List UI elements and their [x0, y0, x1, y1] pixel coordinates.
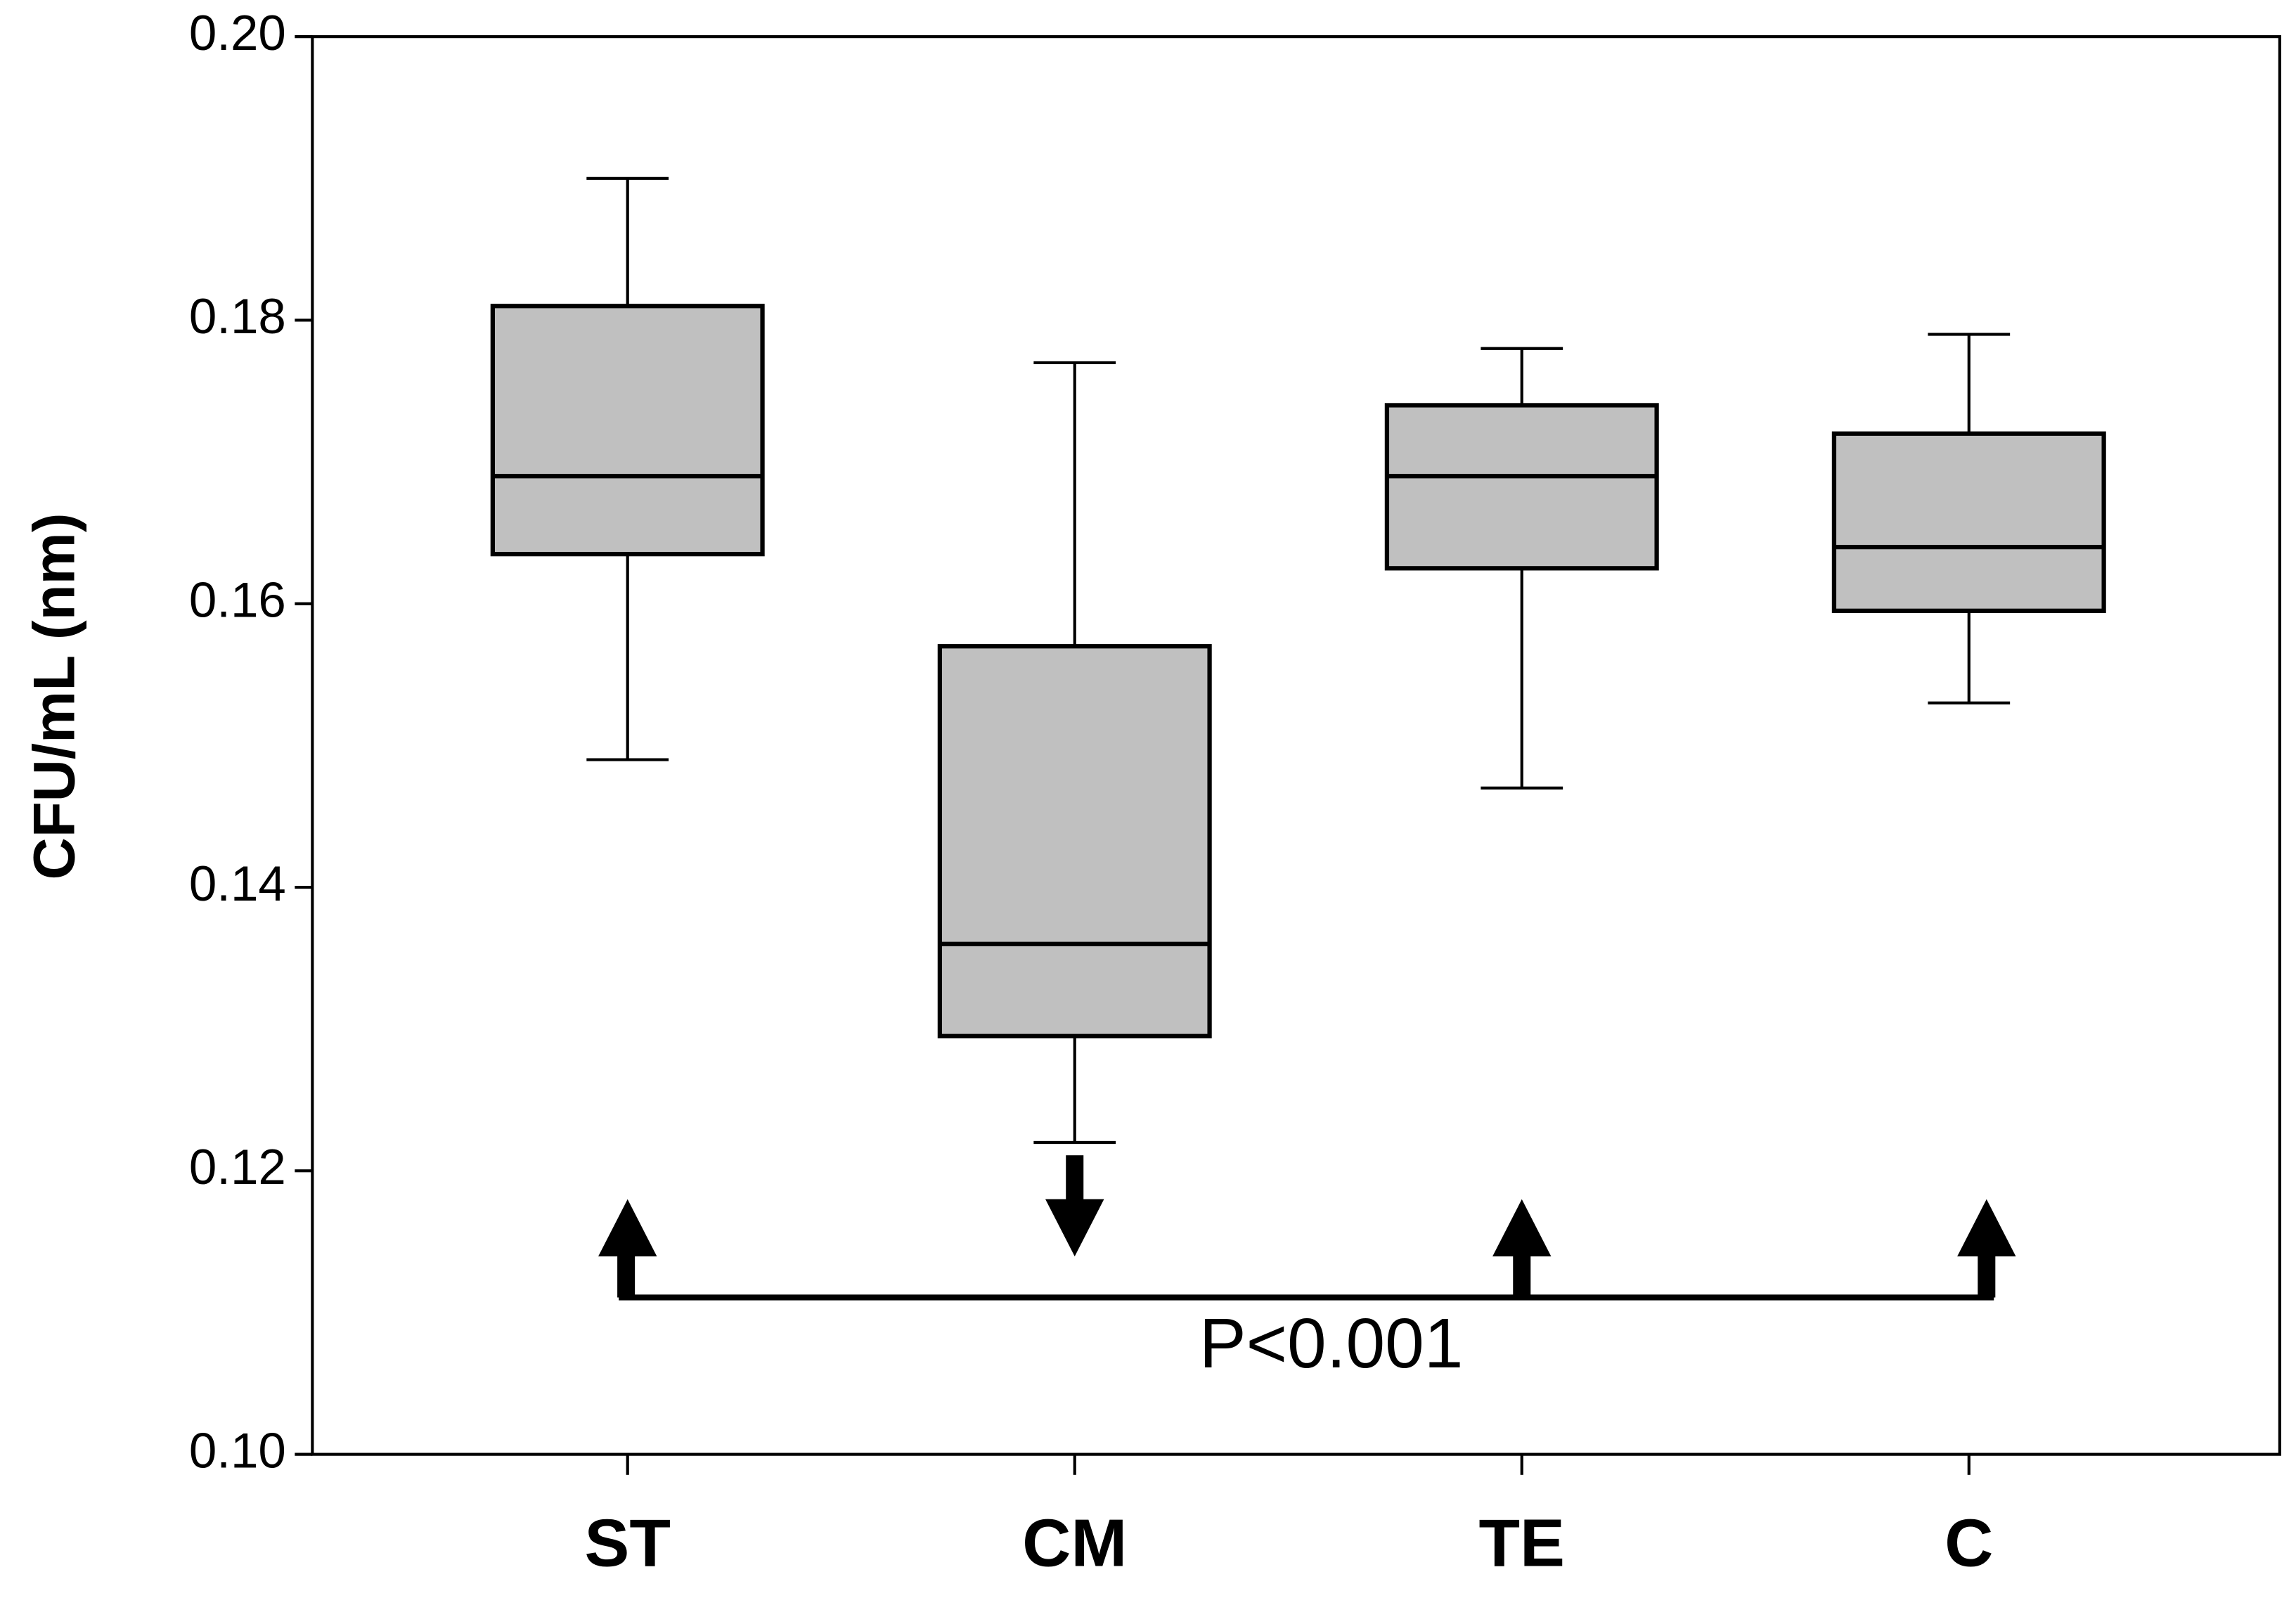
- y-axis-label: CFU/mL (nm): [21, 513, 87, 880]
- box: [1384, 403, 1659, 571]
- box: [1831, 431, 2106, 613]
- box: [937, 644, 1212, 1038]
- y-tick-label: 0.14: [189, 856, 286, 912]
- plot-frame: [311, 35, 2281, 1456]
- y-tick-label: 0.18: [189, 289, 286, 344]
- annotation-arrows: [598, 1155, 2016, 1301]
- x-tick-label: C: [1944, 1505, 1993, 1580]
- x-tick-label: CM: [1022, 1505, 1127, 1580]
- box: [490, 304, 765, 557]
- arrow-head: [598, 1199, 657, 1257]
- arrow-head: [1492, 1199, 1552, 1257]
- arrow-stem: [617, 1249, 636, 1298]
- y-tick-label: 0.10: [189, 1423, 286, 1478]
- y-tick-label: 0.16: [189, 572, 286, 628]
- x-tick-label: ST: [584, 1505, 671, 1580]
- x-tick-label: TE: [1478, 1505, 1565, 1580]
- arrow-head: [1957, 1199, 2016, 1257]
- arrow-stem: [1513, 1249, 1531, 1298]
- annotation: P<0.001: [1199, 1304, 1464, 1383]
- y-tick-label: 0.12: [189, 1140, 286, 1195]
- arrow-stem: [1066, 1155, 1084, 1206]
- y-tick-label: 0.20: [189, 6, 286, 61]
- arrow-stem: [1978, 1249, 1996, 1298]
- arrow-head: [1045, 1199, 1104, 1257]
